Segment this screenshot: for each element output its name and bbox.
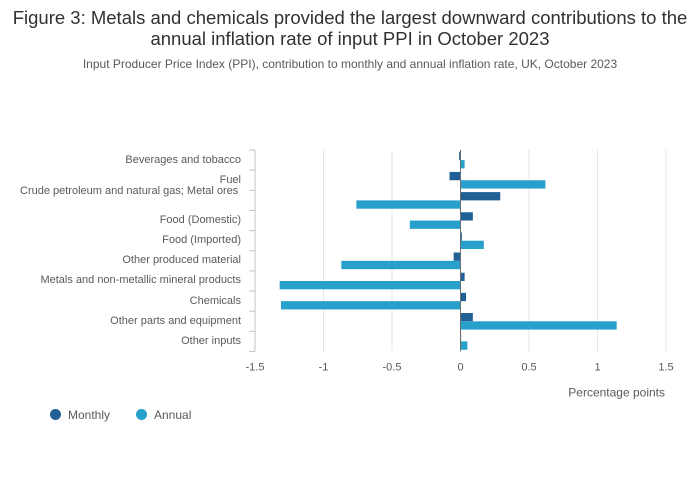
category-label: Food (Imported): [162, 234, 241, 247]
category-label: Other inputs: [181, 334, 241, 347]
bar-monthly: [449, 171, 461, 181]
bar-annual: [341, 260, 461, 270]
legend-marker-monthly: [50, 409, 61, 420]
bar-monthly: [460, 313, 473, 322]
bar-annual: [356, 200, 461, 209]
bar-monthly: [460, 212, 473, 221]
bar-monthly: [453, 252, 461, 261]
category-label: Crude petroleum and natural gas; Metal o…: [20, 185, 239, 198]
chart-title: Figure 3: Metals and chemicals provided …: [12, 7, 688, 49]
legend-item-annual[interactable]: Annual: [136, 408, 191, 422]
bar-monthly: [460, 292, 466, 302]
bar-annual: [281, 301, 461, 310]
x-tick-label: 1.5: [658, 362, 673, 374]
x-tick-label: 0: [457, 362, 463, 374]
category-label: Other parts and equipment: [110, 314, 241, 327]
bar-annual: [460, 240, 484, 249]
category-label: Chemicals: [189, 294, 241, 307]
category-label: Other produced material: [122, 254, 241, 267]
category-label: Food (Domestic): [159, 213, 241, 226]
bar-monthly: [459, 151, 461, 161]
x-tick-label: -0.5: [383, 362, 402, 374]
legend-item-monthly[interactable]: Monthly: [50, 408, 110, 422]
bar-annual: [460, 180, 546, 189]
bar-annual: [460, 321, 617, 330]
bar-monthly: [460, 272, 465, 281]
x-tick-label: -1.5: [246, 362, 265, 374]
x-tick-label: 0.5: [521, 362, 536, 374]
legend-label-annual: Annual: [154, 408, 192, 422]
bar-annual: [460, 160, 465, 169]
x-axis-title: Percentage points: [568, 386, 665, 400]
x-tick-label: 1: [594, 362, 600, 374]
bar-monthly: [460, 192, 501, 201]
category-label: Beverages and tobacco: [125, 153, 241, 166]
bar-annual: [279, 281, 461, 290]
legend-label-monthly: Monthly: [68, 408, 111, 422]
x-tick-label: -1: [319, 362, 329, 374]
bar-monthly: [460, 232, 462, 241]
category-label: Metals and non-metallic mineral products: [40, 274, 241, 287]
chart-subtitle: Input Producer Price Index (PPI), contri…: [82, 57, 618, 71]
bar-annual: [409, 220, 461, 229]
bar-annual: [460, 341, 468, 350]
category-label: Fuel: [219, 173, 241, 186]
legend-marker-annual: [136, 409, 147, 420]
